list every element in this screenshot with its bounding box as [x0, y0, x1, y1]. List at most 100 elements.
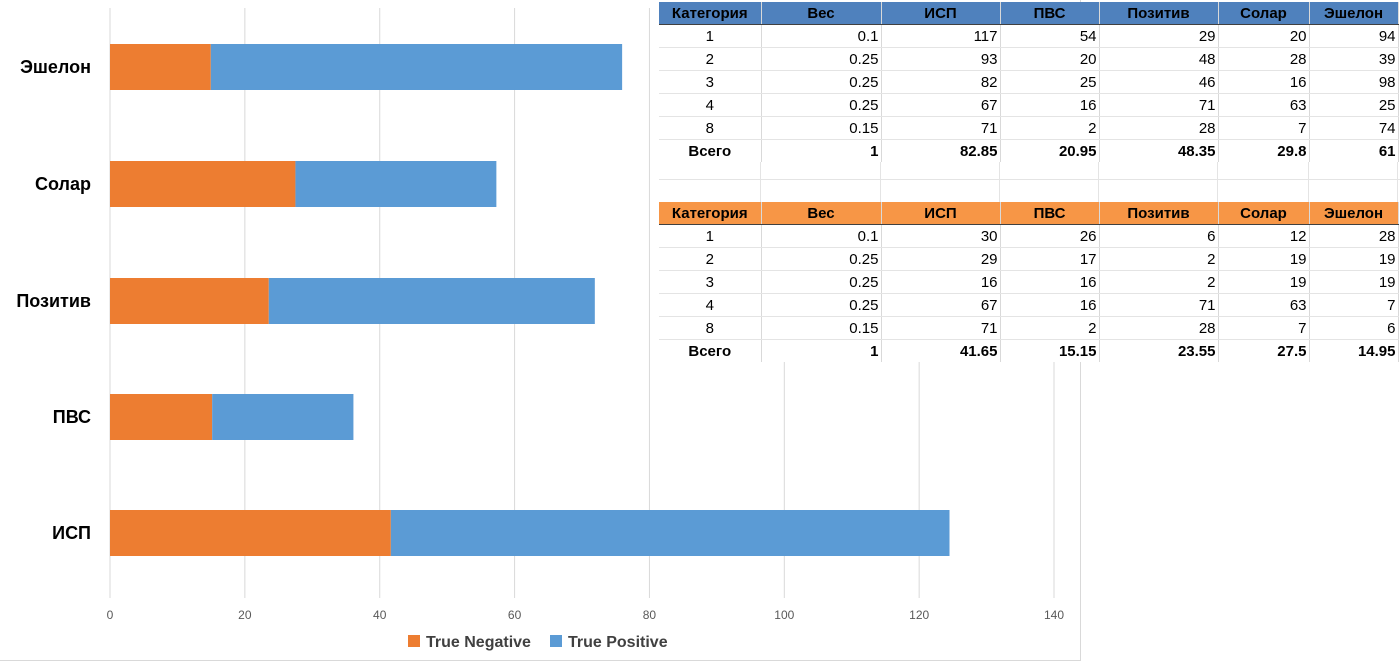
table-cell: 19: [1218, 270, 1310, 294]
table-cell: 7: [1218, 116, 1310, 140]
table-cell: 0.15: [761, 116, 882, 140]
table-cell: 41.65: [881, 339, 1001, 362]
table-cell: 29.8: [1218, 139, 1310, 162]
table-cell: 25: [1000, 70, 1100, 94]
table-cell: 20.95: [1000, 139, 1100, 162]
x-tick-label: 60: [508, 608, 522, 622]
bar-true-negative: [110, 278, 269, 324]
table-cell: 4: [659, 93, 762, 117]
table-cell: 94: [1309, 24, 1399, 48]
table-cell: 30: [881, 224, 1001, 248]
bar-true-negative: [110, 44, 211, 90]
column-header: ИСП: [881, 202, 1001, 225]
table-cell: 82.85: [881, 139, 1001, 162]
x-tick-label: 100: [774, 608, 794, 622]
column-header: ПВС: [1000, 2, 1100, 25]
table-cell: 8: [659, 316, 762, 340]
table-cell: 0.25: [761, 270, 882, 294]
table-cell: 1: [761, 139, 882, 162]
table-cell: 0.1: [761, 224, 882, 248]
bar-true-positive: [212, 394, 354, 440]
table-total-row: Всего 1 82.85 20.95 48.35 29.8 61: [659, 139, 1399, 162]
table-cell: 63: [1218, 293, 1310, 317]
table-cell: 0.25: [761, 70, 882, 94]
table-cell: 25: [1309, 93, 1399, 117]
table-cell: 2: [659, 247, 762, 271]
table-cell: 2: [659, 47, 762, 71]
column-header: ПВС: [1000, 202, 1100, 225]
table-cell: 16: [1218, 70, 1310, 94]
column-header: Эшелон: [1309, 202, 1399, 225]
table-row: 1 0.1 117 54 29 20 94: [659, 24, 1399, 48]
chart-canvas: 0 20 40 60 80 100 120 140 ИСП ПВС Позитив Солар Эшел…: [16, 8, 1064, 651]
table-header-row: Категория Вес ИСП ПВС Позитив Солар Эшелон: [659, 2, 1399, 25]
table-cell: 1: [659, 224, 762, 248]
column-header: Позитив: [1099, 2, 1219, 25]
table-cell: 23.55: [1099, 339, 1219, 362]
x-tick-label: 0: [107, 608, 114, 622]
table-cell: 28: [1218, 47, 1310, 71]
table-row: 3 0.25 16 16 2 19 19: [659, 270, 1399, 294]
table-cell: 29: [1099, 24, 1219, 48]
table-spacer: [659, 157, 1400, 202]
table-cell: 28: [1099, 116, 1219, 140]
category-label: ИСП: [52, 523, 91, 543]
table-cell: 15.15: [1000, 339, 1100, 362]
bar-true-negative: [110, 161, 296, 207]
table-cell: 2: [1099, 270, 1219, 294]
table-cell: 3: [659, 270, 762, 294]
column-header: Категория: [659, 2, 762, 25]
table-cell: 1: [761, 339, 882, 362]
table-row: 2 0.25 93 20 48 28 39: [659, 47, 1399, 71]
bar-true-positive: [210, 44, 623, 90]
table-row: 1 0.1 30 26 6 12 28: [659, 224, 1399, 248]
table-cell: 27.5: [1218, 339, 1310, 362]
table-cell: 54: [1000, 24, 1100, 48]
table-cell: 48: [1099, 47, 1219, 71]
table-cell: 6: [1099, 224, 1219, 248]
table-row: 8 0.15 71 2 28 7 6: [659, 316, 1399, 340]
table-cell: 63: [1218, 93, 1310, 117]
table-cell: 61: [1309, 139, 1399, 162]
table-cell: 93: [881, 47, 1001, 71]
table-cell: 12: [1218, 224, 1310, 248]
table-cell: 26: [1000, 224, 1100, 248]
table-cell: 6: [1309, 316, 1399, 340]
table-total-row: Всего 1 41.65 15.15 23.55 27.5 14.95: [659, 339, 1399, 362]
true-negative-table: Категория Вес ИСП ПВС Позитив Солар Эшелон 1 0.1…: [659, 202, 1399, 362]
table-cell: 4: [659, 293, 762, 317]
table-row: 2 0.25 29 17 2 19 19: [659, 247, 1399, 271]
bar-true-negative: [110, 510, 391, 556]
spacer-gridline: [659, 179, 1400, 180]
table-cell: 71: [881, 116, 1001, 140]
table-cell: 17: [1000, 247, 1100, 271]
table-cell: 71: [1099, 93, 1219, 117]
table-cell: 71: [881, 316, 1001, 340]
table-cell: 16: [1000, 270, 1100, 294]
table-cell: 0.25: [761, 293, 882, 317]
x-tick-label: 120: [909, 608, 929, 622]
table-cell: 46: [1099, 70, 1219, 94]
table-cell: 0.15: [761, 316, 882, 340]
column-header: Вес: [761, 202, 882, 225]
x-tick-label: 80: [643, 608, 657, 622]
legend-swatch: [550, 635, 562, 647]
table-cell: Всего: [659, 339, 762, 362]
table-cell: 28: [1099, 316, 1219, 340]
table-cell: 0.25: [761, 247, 882, 271]
bar-true-positive: [390, 510, 950, 556]
table-cell: 1: [659, 24, 762, 48]
table-cell: 74: [1309, 116, 1399, 140]
table-cell: 48.35: [1099, 139, 1219, 162]
table-cell: 8: [659, 116, 762, 140]
table-row: 8 0.15 71 2 28 7 74: [659, 116, 1399, 140]
column-header: Позитив: [1099, 202, 1219, 225]
table-cell: 20: [1218, 24, 1310, 48]
bar-true-positive: [295, 161, 497, 207]
column-header: Категория: [659, 202, 762, 225]
bar-true-negative: [110, 394, 213, 440]
column-header: Эшелон: [1309, 2, 1399, 25]
table-cell: 16: [881, 270, 1001, 294]
category-label: Позитив: [16, 291, 91, 311]
table-cell: 71: [1099, 293, 1219, 317]
